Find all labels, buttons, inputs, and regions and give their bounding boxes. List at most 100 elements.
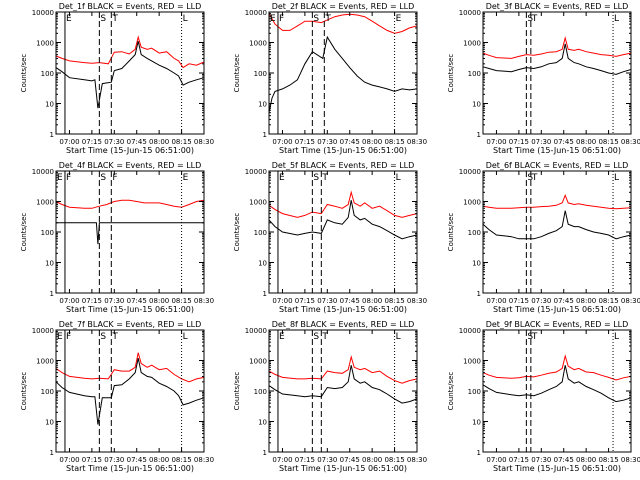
- y-tick-label: 1000: [36, 40, 54, 48]
- y-tick-label: 100: [468, 70, 481, 78]
- lld-series-line: [55, 35, 205, 69]
- x-axis-label: Start Time (15-Jun-15 06:51:00): [279, 464, 407, 473]
- y-tick-label: 1000: [463, 358, 481, 366]
- event-marker-label: L: [614, 14, 619, 24]
- x-tick-label: 08:00: [362, 138, 382, 146]
- x-tick-label: 08:15: [598, 297, 618, 305]
- x-tick-label: 07:45: [340, 138, 360, 146]
- x-tick-label: 08:15: [384, 138, 404, 146]
- y-axis-label: Counts/sec: [447, 213, 455, 252]
- y-tick-label: 100: [41, 229, 54, 237]
- plot-frame: [482, 170, 632, 294]
- chart-panel: Det_7f BLACK = Events, RED = LLD E F S T L 07:…: [20, 320, 214, 473]
- y-axis-label: Counts/sec: [20, 372, 28, 411]
- chart-title: Det_8f BLACK = Events, RED = LLD: [272, 320, 415, 329]
- event-marker-label: L: [396, 332, 401, 342]
- x-tick-label: 07:15: [82, 138, 102, 146]
- y-tick-label: 1000: [36, 199, 54, 207]
- x-tick-label: 08:00: [149, 456, 169, 464]
- event-marker-label: T: [531, 14, 538, 24]
- event-marker-label: S: [100, 173, 106, 183]
- y-tick-label: 1: [50, 131, 54, 139]
- chart-title: Det_4f BLACK = Events, RED = LLD: [59, 161, 202, 170]
- x-tick-label: 07:00: [272, 297, 292, 305]
- y-tick-label: 10000: [459, 9, 481, 17]
- event-marker-label: L: [614, 173, 619, 183]
- events-series-line: [55, 357, 205, 425]
- chart-title: Det_7f BLACK = Events, RED = LLD: [59, 320, 202, 329]
- event-marker-label: S: [313, 173, 319, 183]
- x-tick-label: 08:15: [384, 456, 404, 464]
- y-tick-label: 10000: [459, 168, 481, 176]
- x-tick-label: 08:30: [407, 456, 427, 464]
- y-tick-label: 1: [50, 449, 54, 457]
- y-axis-label: Counts/sec: [447, 54, 455, 93]
- x-axis-label: Start Time (15-Jun-15 06:51:00): [493, 146, 621, 155]
- y-tick-label: 1: [50, 290, 54, 298]
- events-series-line: [268, 200, 418, 240]
- y-tick-label: 100: [468, 388, 481, 396]
- x-tick-label: 08:15: [384, 297, 404, 305]
- lld-series-line: [482, 193, 632, 210]
- x-tick-label: 07:15: [82, 297, 102, 305]
- y-tick-label: 100: [254, 229, 267, 237]
- y-tick-label: 1000: [463, 40, 481, 48]
- x-tick-label: 07:45: [554, 138, 574, 146]
- x-tick-label: 08:00: [362, 297, 382, 305]
- x-tick-label: 07:45: [127, 297, 147, 305]
- x-tick-label: 07:45: [340, 456, 360, 464]
- chart-panel: Det_9f BLACK = Events, RED = LLD ST L 07:00…: [447, 320, 640, 473]
- y-tick-label: 100: [41, 70, 54, 78]
- x-tick-label: 07:30: [531, 297, 551, 305]
- x-tick-label: 08:30: [407, 138, 427, 146]
- y-tick-label: 1: [263, 131, 267, 139]
- y-tick-label: 1: [477, 131, 481, 139]
- event-marker-label: L: [183, 332, 188, 342]
- x-tick-label: 07:30: [104, 138, 124, 146]
- x-tick-label: 07:15: [82, 456, 102, 464]
- events-series-line: [55, 41, 205, 109]
- y-axis-label: Counts/sec: [20, 54, 28, 93]
- lld-series-line: [482, 36, 632, 59]
- chart-title: Det_1f BLACK = Events, RED = LLD: [59, 2, 202, 11]
- x-tick-label: 08:15: [171, 138, 191, 146]
- event-marker-label: T: [111, 332, 118, 342]
- x-tick-label: 07:45: [127, 138, 147, 146]
- events-series-line: [482, 365, 632, 403]
- event-marker-label: T: [324, 14, 331, 24]
- events-series-line: [482, 43, 632, 75]
- x-tick-label: 07:45: [127, 456, 147, 464]
- x-tick-label: 07:15: [295, 138, 315, 146]
- event-marker-label: S: [527, 332, 533, 342]
- chart-title: Det_6f BLACK = Events, RED = LLD: [486, 161, 629, 170]
- y-tick-label: 10: [258, 419, 267, 427]
- x-tick-label: 07:15: [509, 297, 529, 305]
- x-tick-label: 08:15: [598, 138, 618, 146]
- event-marker-label: E: [57, 332, 63, 342]
- event-marker-label: E: [279, 173, 285, 183]
- x-tick-label: 07:15: [295, 456, 315, 464]
- x-tick-label: 07:30: [104, 456, 124, 464]
- y-tick-label: 1000: [249, 358, 267, 366]
- x-axis-label: Start Time (15-Jun-15 06:51:00): [66, 305, 194, 314]
- x-tick-label: 08:00: [149, 297, 169, 305]
- event-marker-label: E: [270, 14, 276, 24]
- events-series-line: [56, 222, 204, 245]
- event-marker-label: T: [111, 14, 118, 24]
- y-tick-label: 1000: [249, 40, 267, 48]
- x-tick-label: 07:45: [554, 297, 574, 305]
- chart-panel: Det_8f BLACK = Events, RED = LLD E S T L 07:0…: [233, 320, 427, 473]
- y-tick-label: 1000: [249, 199, 267, 207]
- y-tick-label: 10000: [32, 9, 54, 17]
- y-axis-label: Counts/sec: [233, 372, 241, 411]
- events-series-line: [482, 210, 632, 240]
- y-tick-label: 100: [254, 388, 267, 396]
- event-marker-label: L: [183, 14, 188, 24]
- event-marker-label: E: [183, 173, 189, 183]
- y-tick-label: 10000: [245, 9, 267, 17]
- x-tick-label: 07:30: [531, 138, 551, 146]
- lld-series-line: [268, 190, 418, 218]
- x-tick-label: 07:00: [272, 456, 292, 464]
